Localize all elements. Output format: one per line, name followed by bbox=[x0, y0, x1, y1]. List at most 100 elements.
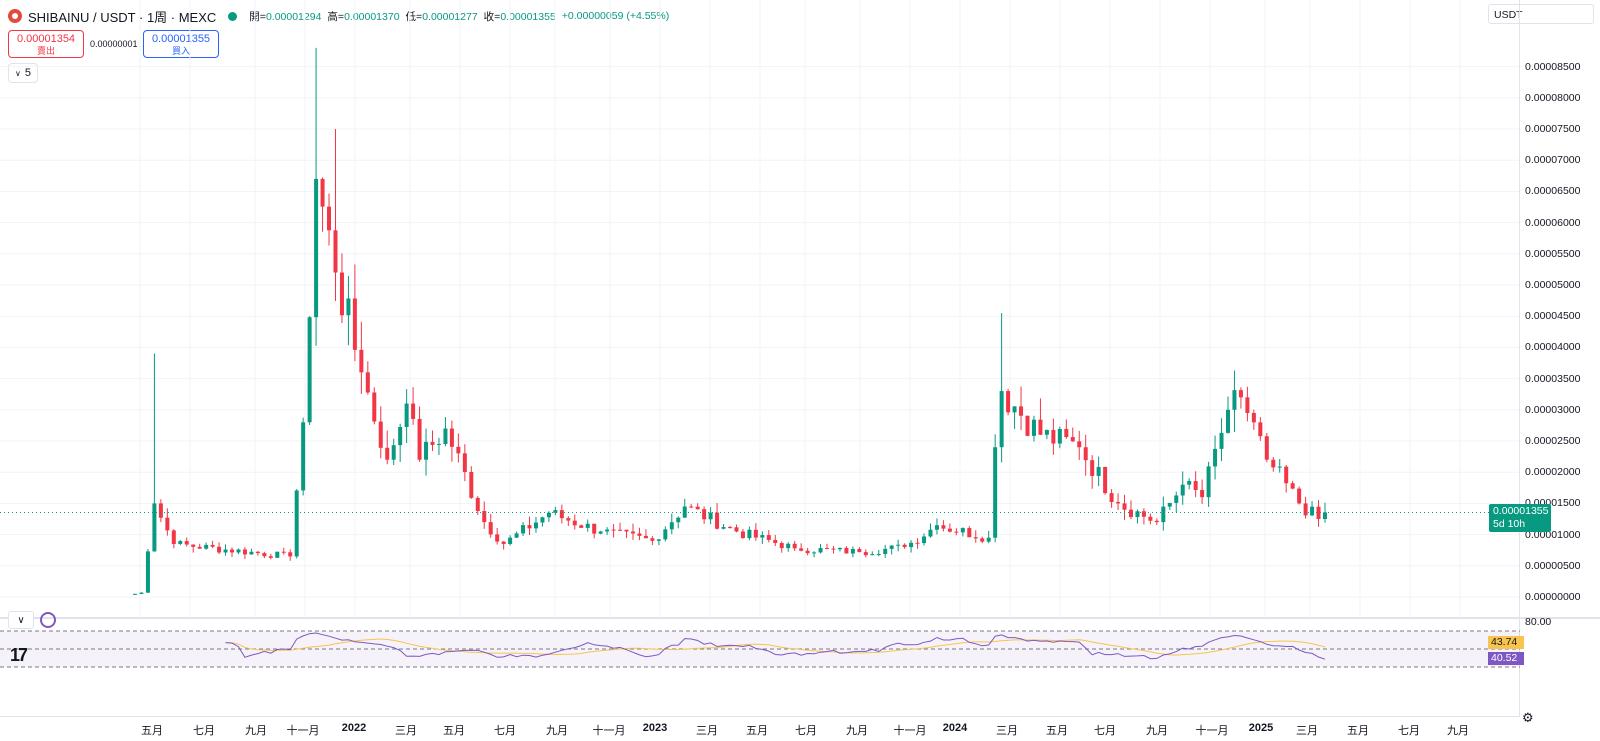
candle bbox=[262, 551, 267, 559]
sell-price: 0.00001354 bbox=[16, 33, 76, 45]
candle bbox=[546, 511, 551, 522]
candle bbox=[980, 536, 985, 544]
candle bbox=[999, 313, 1004, 463]
candle bbox=[1310, 501, 1315, 517]
candle bbox=[501, 541, 506, 550]
price-tick: 0.00002000 bbox=[1525, 466, 1581, 479]
time-tick: 五月 bbox=[1347, 725, 1369, 737]
candle bbox=[204, 542, 209, 550]
candle bbox=[527, 516, 532, 536]
time-tick: 三月 bbox=[1296, 725, 1318, 737]
candle bbox=[210, 540, 215, 549]
time-tick: 2023 bbox=[642, 722, 668, 734]
candle bbox=[1077, 430, 1082, 460]
rsi-refresh-icon[interactable] bbox=[40, 612, 56, 628]
candle bbox=[178, 539, 183, 546]
candle bbox=[1031, 415, 1036, 442]
candle bbox=[1051, 418, 1056, 455]
candle bbox=[482, 501, 487, 529]
time-tick: 十一月 bbox=[592, 725, 626, 737]
candle bbox=[372, 387, 377, 425]
candle bbox=[805, 547, 810, 556]
candle bbox=[314, 47, 319, 346]
candle bbox=[715, 503, 720, 530]
symbol-title[interactable]: SHIBAINU / USDT · 1周 · MEXC bbox=[28, 9, 217, 25]
candle bbox=[663, 526, 668, 542]
candle bbox=[850, 546, 855, 558]
candle bbox=[1012, 406, 1017, 429]
price-chart-pane[interactable] bbox=[0, 0, 1520, 617]
candle bbox=[1167, 502, 1172, 511]
candle bbox=[333, 129, 338, 302]
candle bbox=[436, 437, 441, 456]
candle bbox=[592, 523, 597, 539]
candle bbox=[514, 531, 519, 538]
candle bbox=[411, 387, 416, 425]
candle bbox=[721, 524, 726, 530]
candle bbox=[288, 549, 293, 561]
candle bbox=[1219, 418, 1224, 462]
candle bbox=[857, 547, 862, 553]
candle bbox=[1180, 471, 1185, 505]
candle bbox=[449, 420, 454, 462]
candle bbox=[217, 542, 222, 555]
indicators-toggle-button[interactable]: ∨ 5 bbox=[8, 63, 38, 83]
candle bbox=[152, 353, 157, 552]
pane-separator[interactable] bbox=[0, 617, 1600, 619]
price-tick: 0.00004500 bbox=[1525, 310, 1581, 323]
candle bbox=[708, 507, 713, 525]
gear-icon[interactable]: ⚙ bbox=[1522, 710, 1534, 725]
candle bbox=[1225, 396, 1230, 434]
time-tick: 十一月 bbox=[893, 725, 927, 737]
candle bbox=[734, 524, 739, 533]
candle bbox=[508, 535, 513, 546]
currency-selector[interactable]: USDT bbox=[1488, 4, 1594, 24]
candle bbox=[1187, 478, 1192, 490]
ohlc-close: 收=0.00001355 bbox=[483, 10, 556, 23]
candle bbox=[566, 516, 571, 526]
price-tick: 0.00000000 bbox=[1525, 591, 1581, 603]
candle bbox=[572, 514, 577, 530]
buy-price: 0.00001355 bbox=[151, 33, 211, 45]
price-tick: 0.00005000 bbox=[1525, 279, 1581, 291]
candle bbox=[876, 549, 881, 557]
candle bbox=[1232, 370, 1237, 433]
candle bbox=[922, 533, 927, 546]
candle bbox=[1297, 486, 1302, 505]
buy-button[interactable]: 0.00001355 買入 bbox=[143, 30, 219, 58]
rsi-collapse-button[interactable]: ∨ bbox=[8, 611, 34, 629]
candle bbox=[909, 540, 914, 553]
candle bbox=[1316, 500, 1321, 527]
candle bbox=[792, 541, 797, 552]
rsi-pane[interactable] bbox=[0, 619, 1520, 691]
candle bbox=[1109, 489, 1114, 508]
candle bbox=[1258, 417, 1263, 441]
candle bbox=[133, 593, 137, 595]
candle bbox=[1290, 480, 1295, 490]
candle bbox=[934, 518, 939, 535]
time-tick: 三月 bbox=[395, 725, 417, 737]
candle bbox=[184, 537, 189, 547]
candle bbox=[747, 526, 752, 541]
candle bbox=[812, 551, 817, 558]
candle bbox=[249, 548, 254, 555]
time-axis[interactable]: 五月 七月 九月 十一月 2022 三月 五月 七月 九月 十一月 2023 三月 五月 七月 九月 十一月 2… bbox=[0, 716, 1520, 741]
time-tick: 五月 bbox=[443, 725, 465, 737]
candle bbox=[488, 513, 493, 538]
tradingview-logo[interactable]: 17 bbox=[10, 645, 28, 665]
bar-countdown: 5d 10h bbox=[1493, 518, 1526, 531]
candle bbox=[301, 417, 306, 496]
candle bbox=[1103, 466, 1108, 495]
candle bbox=[695, 503, 700, 510]
time-tick: 五月 bbox=[1046, 725, 1068, 737]
candle bbox=[1070, 427, 1075, 442]
candle bbox=[618, 522, 623, 532]
candle bbox=[1284, 464, 1289, 493]
candle bbox=[753, 523, 758, 541]
sell-button[interactable]: 0.00001354 賣出 bbox=[8, 30, 84, 58]
candle bbox=[1122, 494, 1127, 520]
candle bbox=[870, 551, 875, 556]
time-tick: 七月 bbox=[1094, 725, 1116, 737]
candle bbox=[475, 496, 480, 515]
candle bbox=[359, 321, 364, 394]
